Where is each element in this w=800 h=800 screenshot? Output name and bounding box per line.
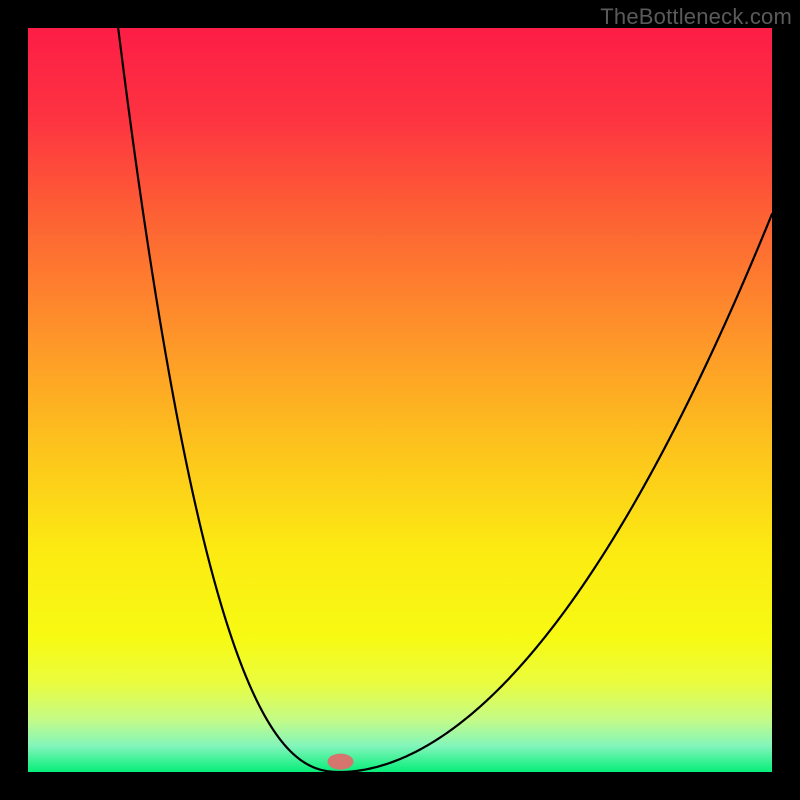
watermark-text: TheBottleneck.com: [600, 4, 792, 30]
chart-stage: TheBottleneck.com: [0, 0, 800, 800]
sweet-spot-marker: [327, 754, 353, 770]
bottleneck-chart: [0, 0, 800, 800]
plot-background: [28, 28, 772, 772]
